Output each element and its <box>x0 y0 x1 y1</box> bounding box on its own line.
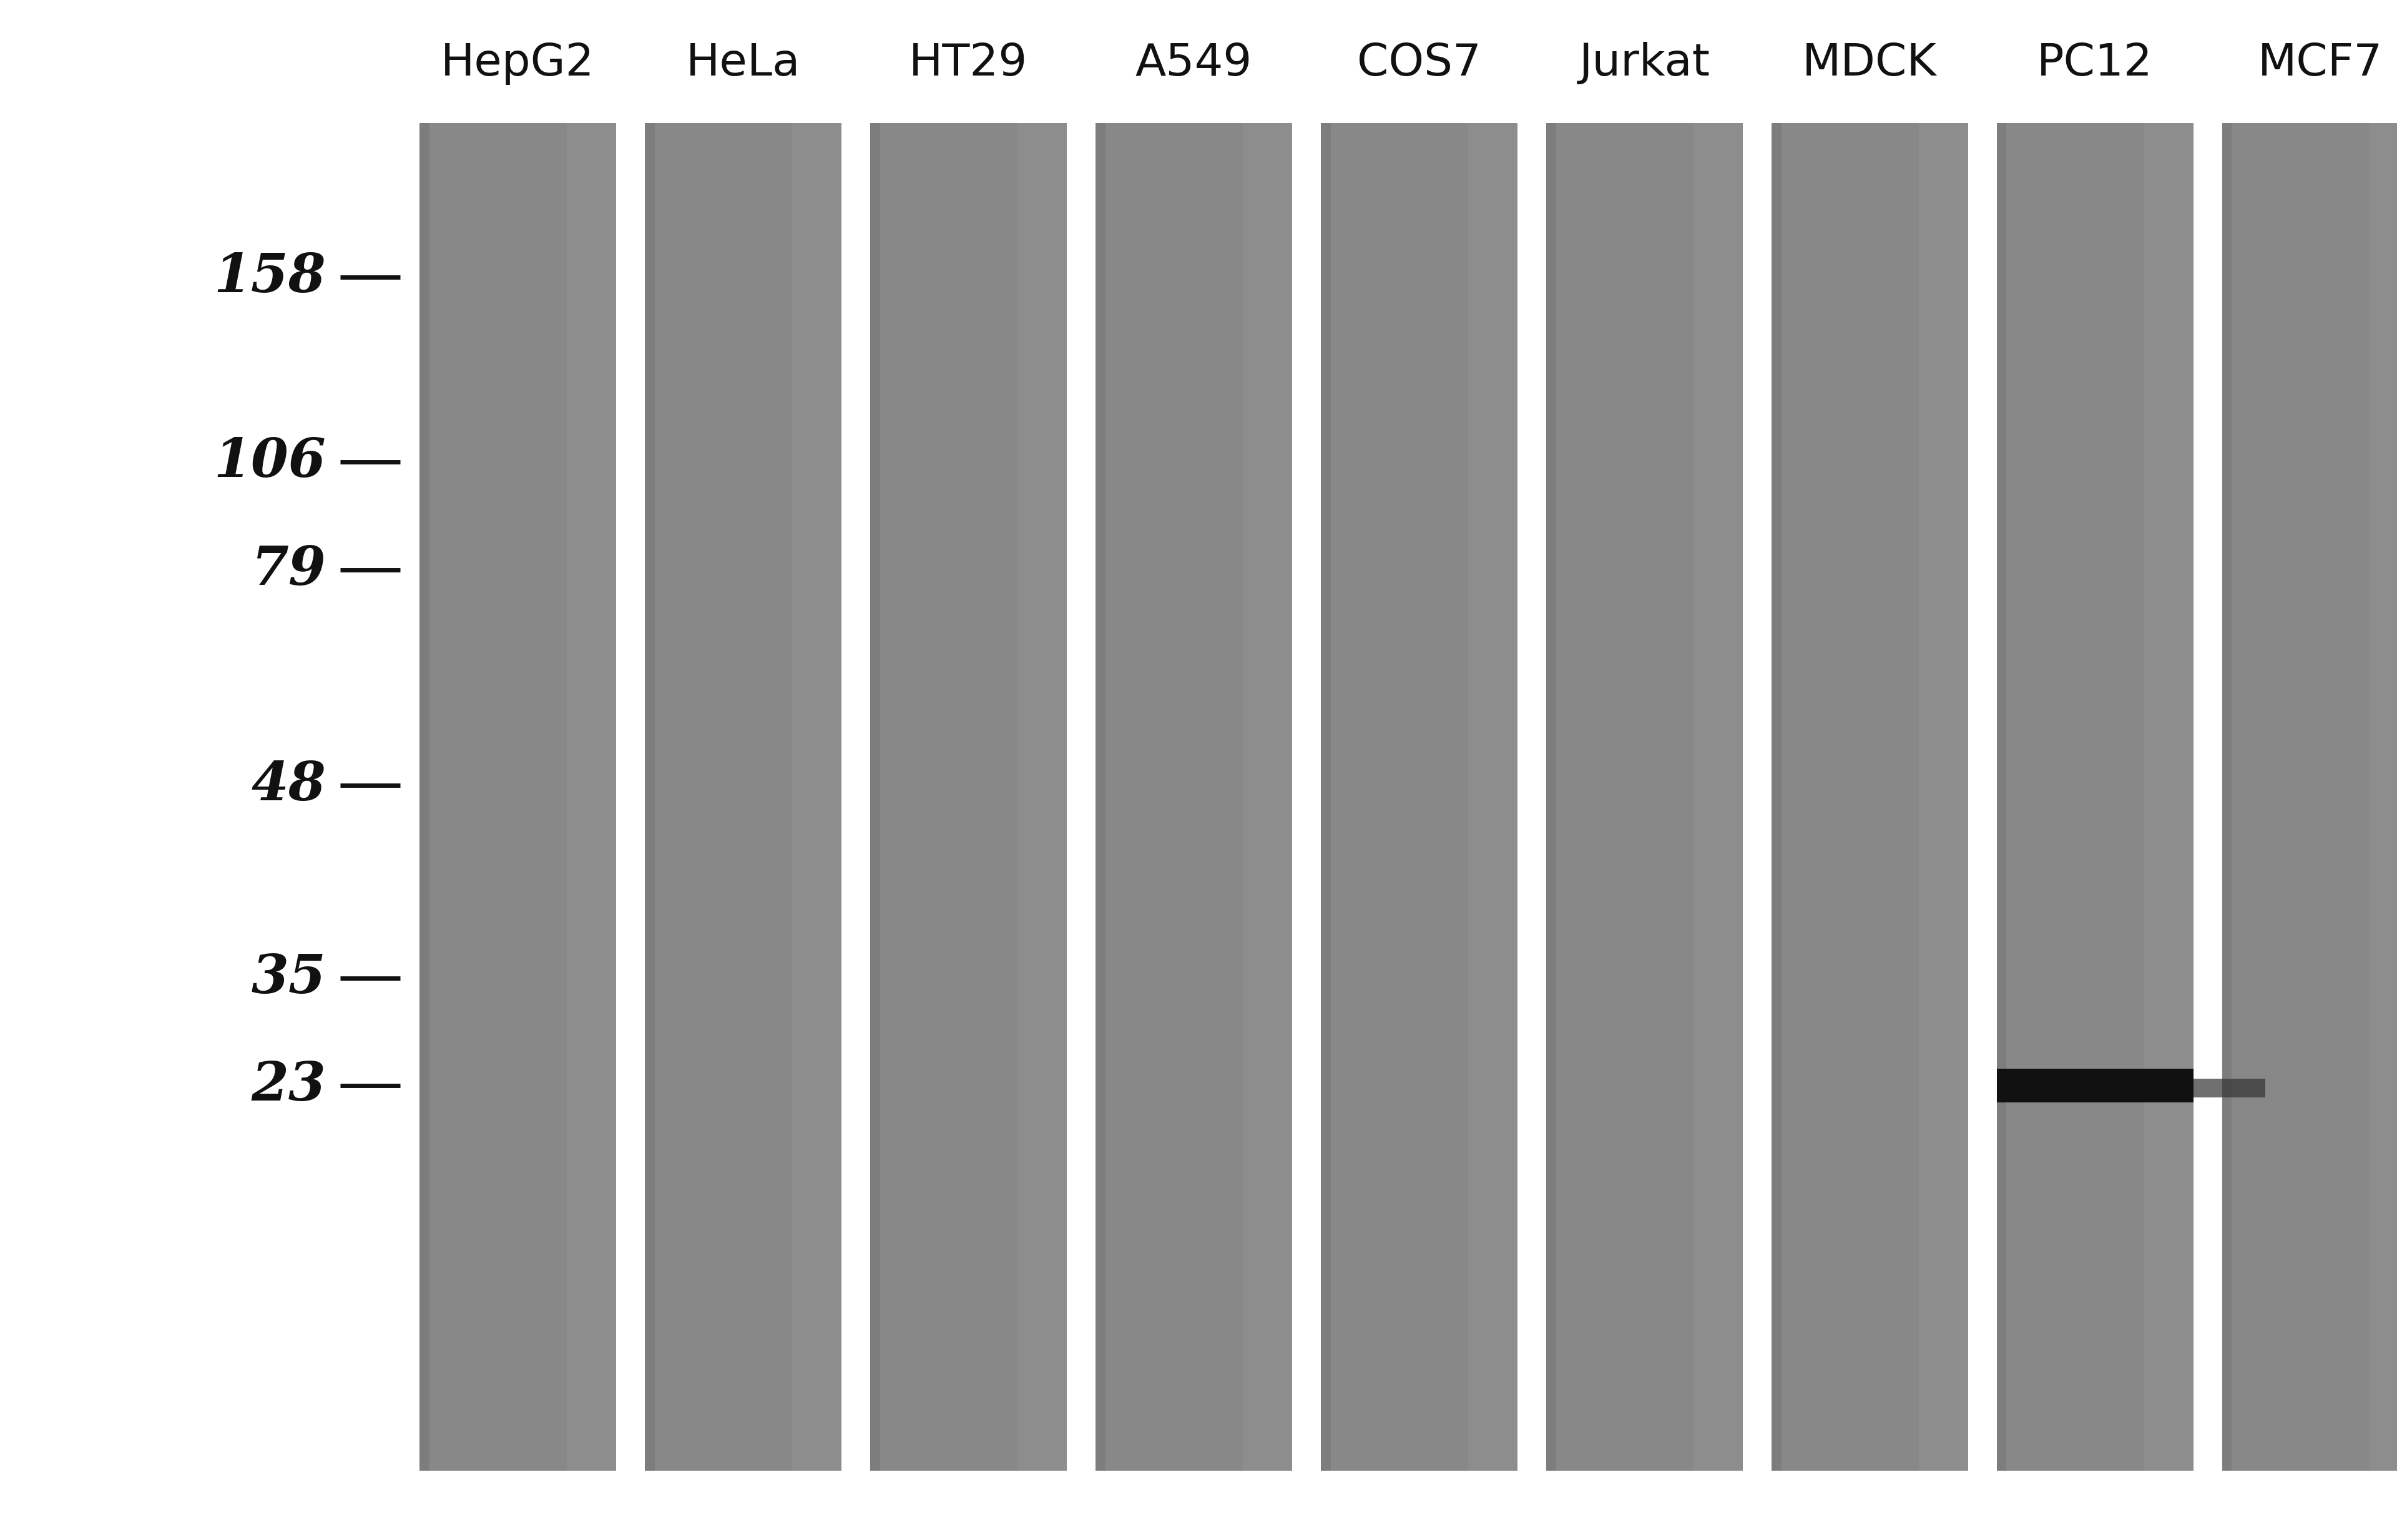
Bar <box>1771 123 1781 1471</box>
Bar <box>645 123 654 1471</box>
Bar <box>1546 123 1743 1471</box>
Bar <box>1321 123 1330 1471</box>
Bar <box>1771 123 1968 1471</box>
Bar <box>2143 123 2193 1471</box>
Text: 79: 79 <box>252 544 326 596</box>
Text: Jurkat: Jurkat <box>1580 42 1709 85</box>
Bar <box>419 123 429 1471</box>
Bar <box>870 123 1067 1471</box>
Text: 48: 48 <box>252 759 326 812</box>
Bar <box>1997 123 2193 1471</box>
Bar <box>1692 123 1743 1471</box>
Bar <box>2193 1080 2265 1098</box>
Bar <box>419 123 616 1471</box>
Text: 23: 23 <box>252 1060 326 1112</box>
Bar <box>1242 123 1292 1471</box>
Text: MDCK: MDCK <box>1803 42 1937 85</box>
Bar <box>1467 123 1517 1471</box>
Bar <box>2368 123 2397 1471</box>
Text: A549: A549 <box>1136 42 1251 85</box>
Bar <box>566 123 616 1471</box>
Text: 106: 106 <box>213 436 326 488</box>
Text: 35: 35 <box>252 952 326 1004</box>
Bar <box>1095 123 1292 1471</box>
Text: 158: 158 <box>213 251 326 303</box>
Bar <box>1920 123 1968 1471</box>
Bar <box>1321 123 1517 1471</box>
Bar <box>1997 123 2006 1471</box>
Bar <box>2222 123 2232 1471</box>
Text: COS7: COS7 <box>1357 42 1481 85</box>
Text: HeLa: HeLa <box>686 42 801 85</box>
Bar <box>870 123 880 1471</box>
Bar <box>1546 123 1556 1471</box>
Bar <box>2222 123 2397 1471</box>
Bar <box>1095 123 1105 1471</box>
Bar <box>1997 1069 2193 1103</box>
Text: HT29: HT29 <box>908 42 1028 85</box>
Text: PC12: PC12 <box>2037 42 2153 85</box>
Text: HepG2: HepG2 <box>441 42 594 85</box>
Bar <box>1016 123 1067 1471</box>
Bar <box>791 123 841 1471</box>
Text: MCF7: MCF7 <box>2258 42 2383 85</box>
Bar <box>645 123 841 1471</box>
